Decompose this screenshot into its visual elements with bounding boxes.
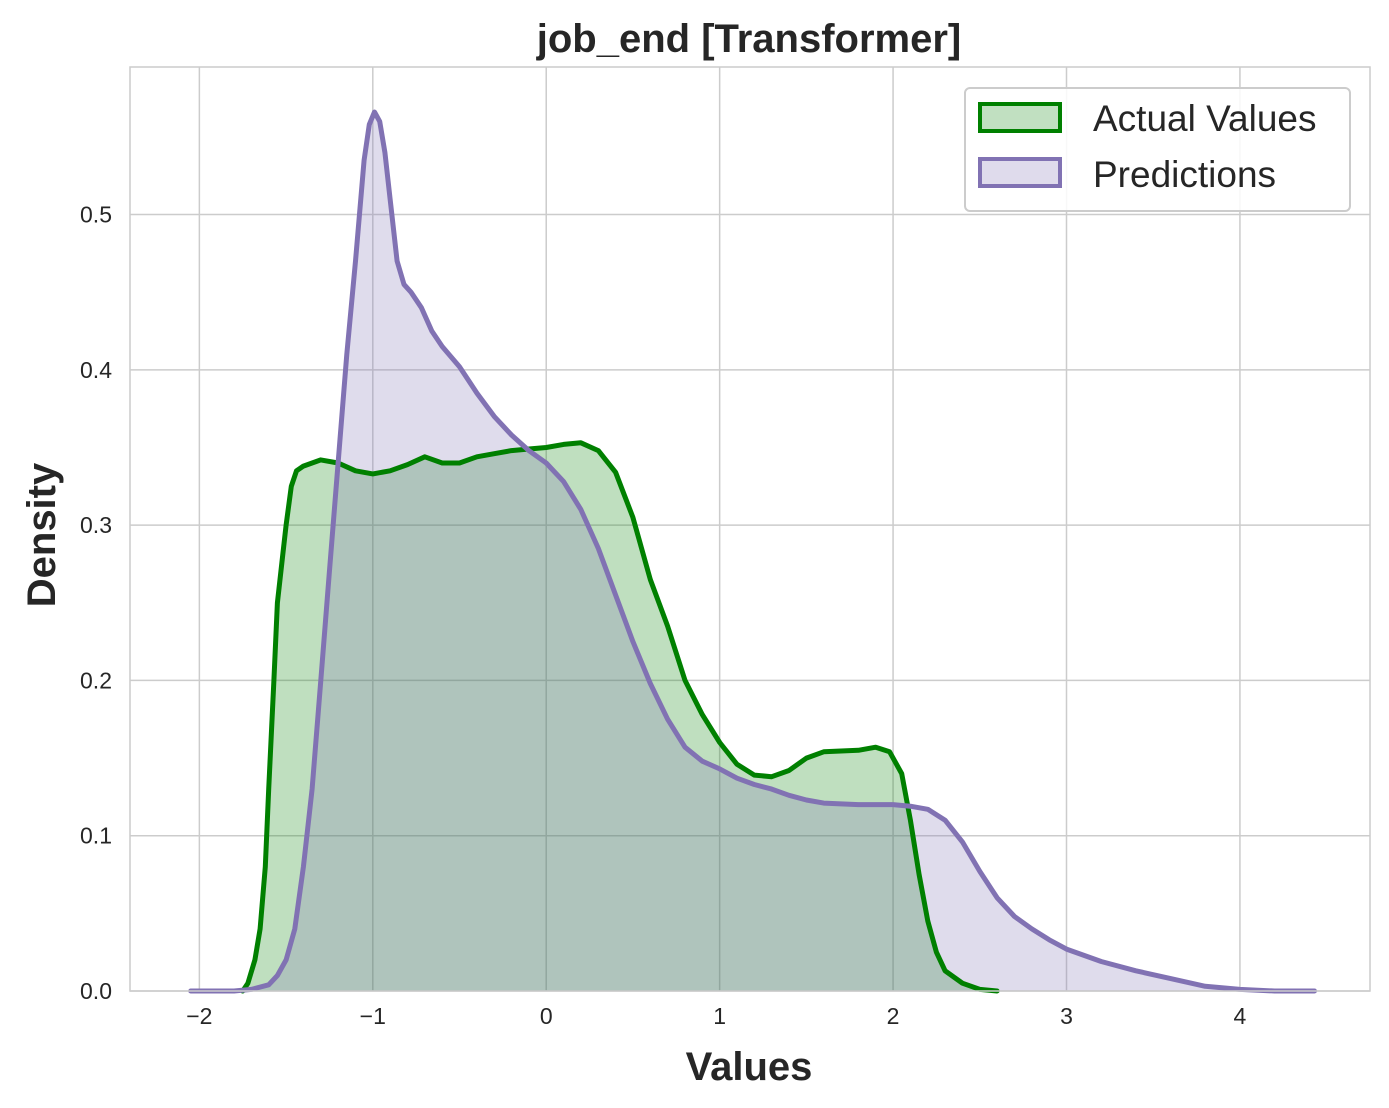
density-line-predictions	[188, 109, 1317, 994]
density-line-actual-values	[240, 440, 1000, 994]
legend-swatch-actual-values	[978, 102, 1062, 133]
x-tick-label: 0	[540, 1003, 553, 1029]
y-axis-label: Density	[20, 462, 64, 607]
y-tick-label: 0.0	[80, 978, 112, 1004]
x-tick-label: −1	[360, 1003, 386, 1029]
x-tick-label: 3	[1060, 1003, 1073, 1029]
legend-label-predictions: Predictions	[1093, 154, 1276, 195]
y-tick-label: 0.1	[80, 823, 112, 849]
x-axis-label: Values	[686, 1045, 813, 1089]
x-tick-label: 4	[1234, 1003, 1247, 1029]
density-area-actual-values	[242, 442, 998, 991]
x-tick-label: 1	[713, 1003, 726, 1029]
y-tick-label: 0.2	[80, 667, 112, 693]
legend-swatch-predictions	[978, 157, 1062, 188]
x-tick-label: 2	[887, 1003, 900, 1029]
plot-frame	[129, 66, 1371, 992]
chart-title: job_end [Transformer]	[536, 17, 962, 61]
legend: Actual Values Predictions	[964, 87, 1351, 212]
y-tick-label: 0.5	[80, 202, 112, 228]
density-areas	[190, 112, 1315, 991]
legend-label-actual-values: Actual Values	[1093, 98, 1317, 139]
density-area-predictions	[190, 112, 1315, 991]
tick-labels: −2 −1 0 1 2 3 4 0.0 0.1 0.2 0.3 0.4 0.5	[80, 202, 1247, 1029]
density-lines	[188, 109, 1317, 994]
y-tick-label: 0.4	[80, 357, 112, 383]
y-tick-label: 0.3	[80, 512, 112, 538]
x-tick-label: −2	[186, 1003, 212, 1029]
